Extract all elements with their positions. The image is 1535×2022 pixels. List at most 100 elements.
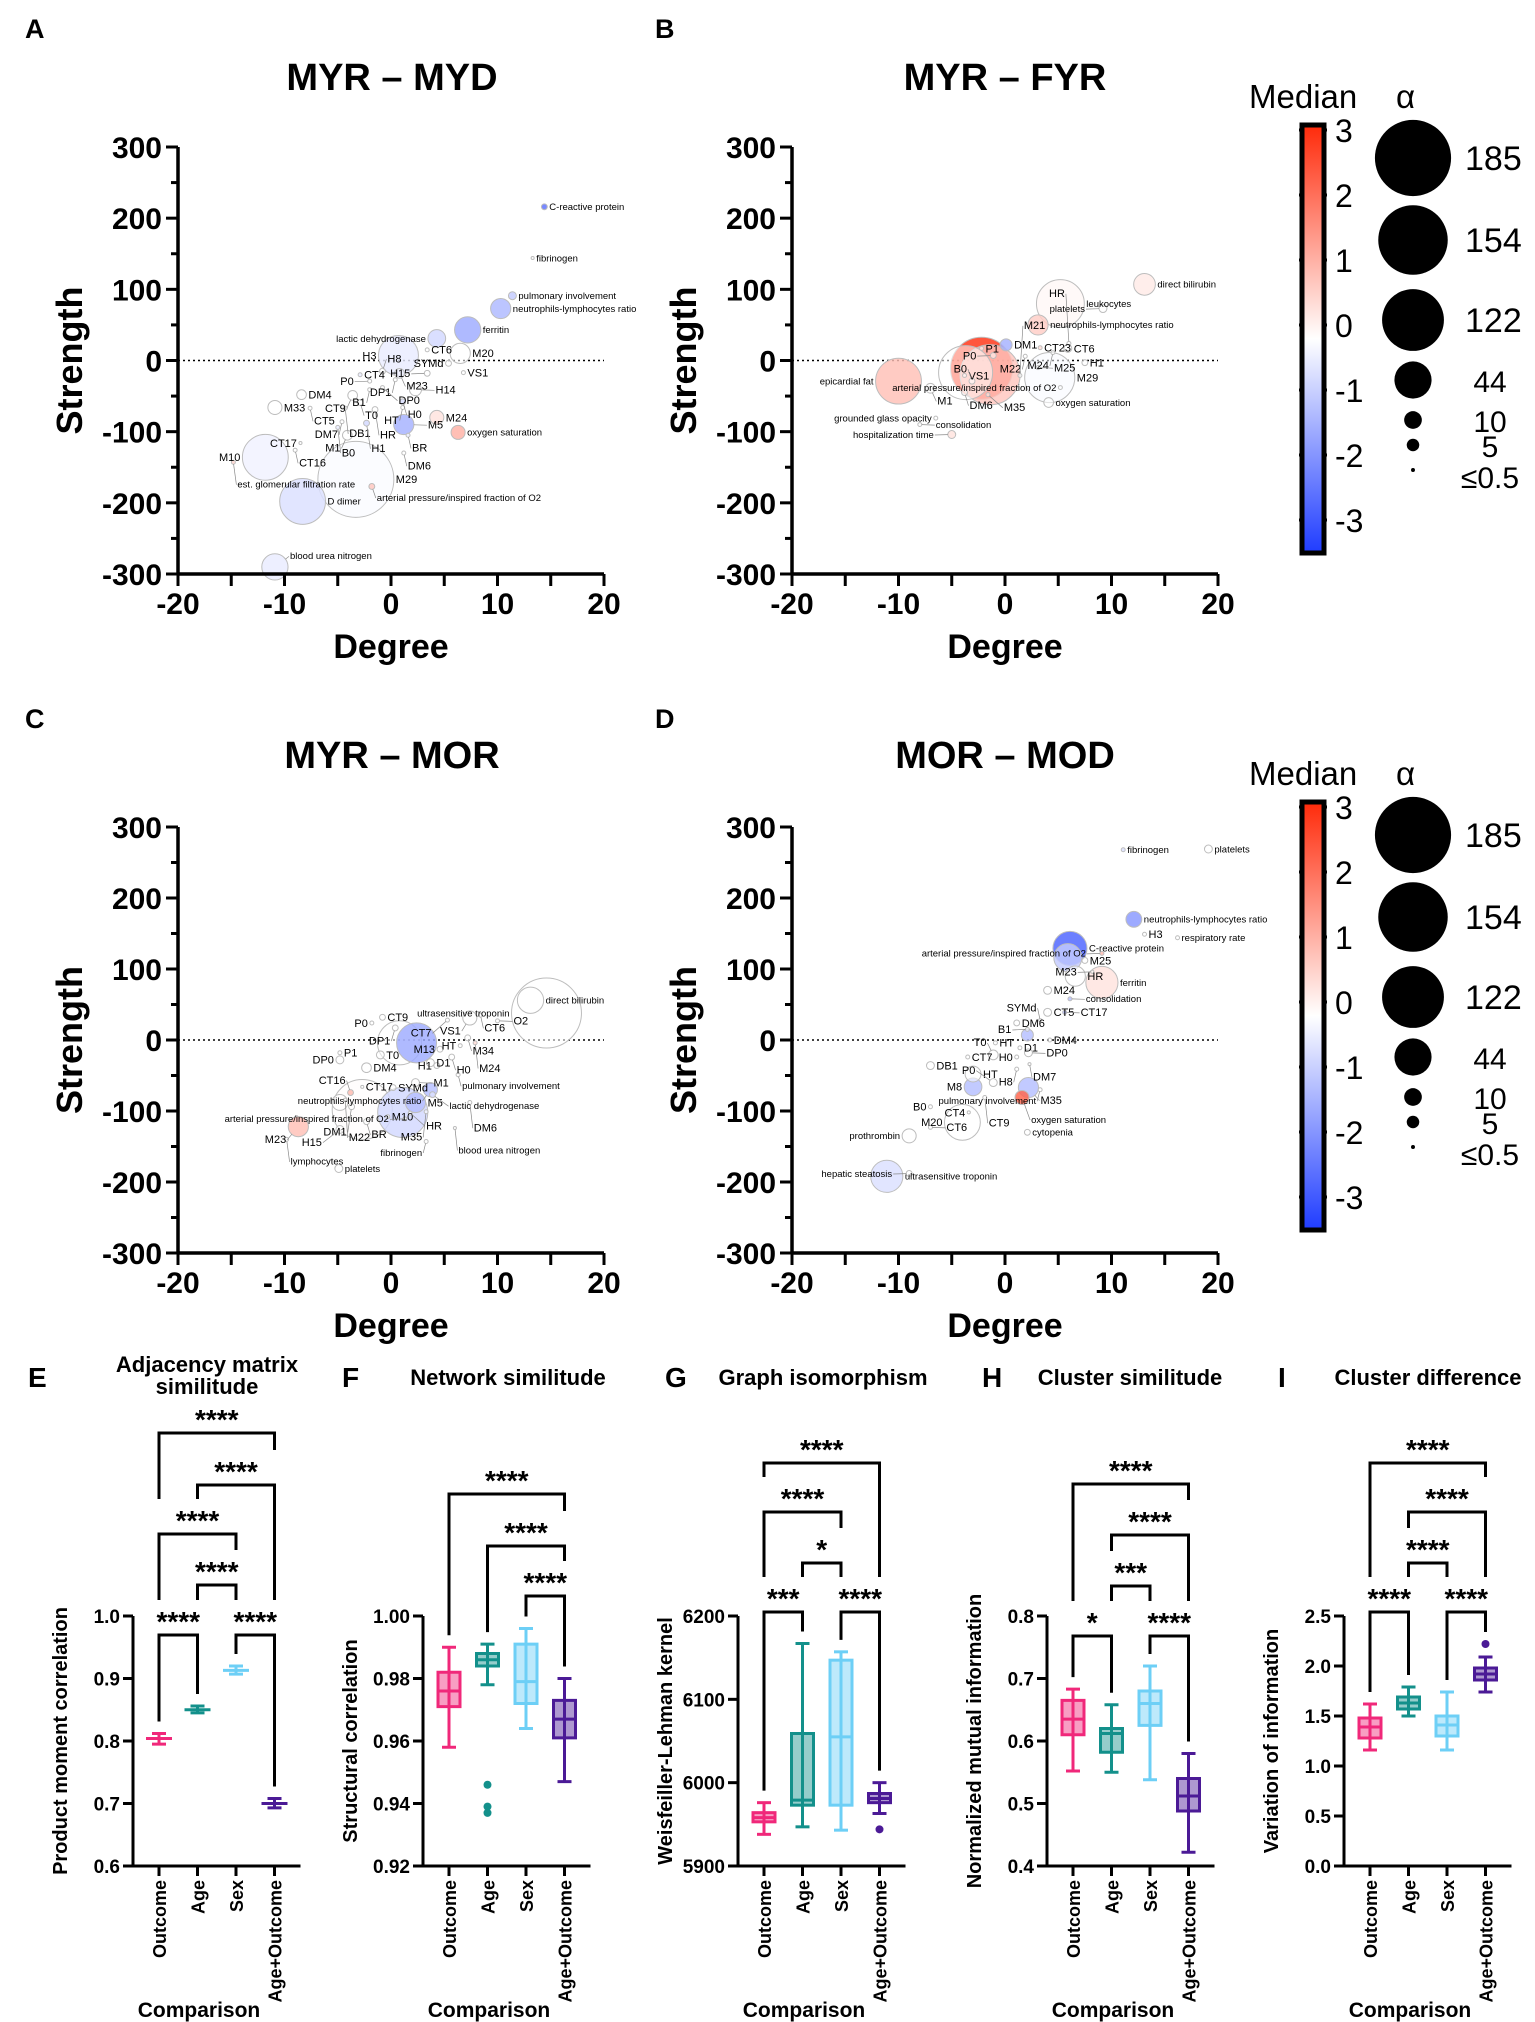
data-point (307, 405, 313, 411)
label-leader-line (1024, 1103, 1031, 1121)
y-tick-label: 1.5 (1305, 1707, 1332, 1728)
data-point (391, 1024, 399, 1032)
x-tick-label: 20 (1201, 1267, 1234, 1300)
x-axis-title: Degree (947, 1307, 1062, 1345)
point-label: respiratory rate (1182, 933, 1246, 944)
point-label: fibrinogen (380, 1148, 422, 1159)
label-leader-line (390, 1030, 395, 1042)
data-point (457, 1043, 463, 1049)
x-axis-title: Degree (333, 628, 448, 666)
point-label: DB1 (349, 428, 370, 440)
y-tick-label: 0.6 (1008, 1732, 1034, 1753)
x-tick-label: -20 (770, 1267, 813, 1300)
x-tick-label: -20 (156, 1267, 199, 1300)
point-label: SYMd (1007, 1002, 1037, 1014)
y-tick-label: 0.8 (94, 1732, 120, 1753)
group-Sex (1137, 1664, 1163, 1782)
point-label: M29 (396, 474, 417, 486)
data-point (1047, 1037, 1053, 1043)
panel-title: Cluster difference (1334, 1365, 1521, 1390)
data-point (423, 369, 431, 377)
data-point (965, 1054, 971, 1060)
point-label: ferritin (483, 325, 509, 336)
data-point (433, 1062, 441, 1069)
x-tick-label: 20 (587, 588, 620, 621)
significance-stars: * (816, 1534, 827, 1565)
significance-bracket (1071, 1634, 1113, 1693)
size-legend-circle (1404, 411, 1422, 429)
data-point (962, 372, 968, 378)
point-label: DM7 (1033, 1072, 1056, 1084)
y-tick-label: 0 (759, 1025, 776, 1058)
data-point (1043, 1007, 1053, 1017)
label-leader-line (360, 405, 365, 416)
data-point (449, 342, 471, 364)
category-label: Age+Outcome (266, 1880, 286, 2003)
point-label: DM1 (323, 1127, 346, 1139)
label-leader-line (344, 1101, 349, 1138)
point-label: DP1 (370, 387, 391, 399)
category-label: Outcome (1064, 1880, 1084, 1958)
panel-letter: F (342, 1362, 359, 1393)
point-label: M23 (406, 381, 427, 393)
significance-stars: **** (838, 1583, 882, 1614)
data-point (429, 1091, 436, 1099)
point-label: M34 (473, 1045, 494, 1057)
label-leader-line (1029, 1065, 1033, 1078)
y-tick-label: 300 (726, 812, 776, 845)
point-label: VS1 (440, 1025, 461, 1037)
data-point (1081, 359, 1089, 367)
group-Outcome (436, 1645, 462, 1749)
point-label: DP1 (369, 1035, 390, 1047)
point-label: M10 (392, 1112, 413, 1124)
x-tick-label: -10 (263, 588, 306, 621)
x-tick-label: 10 (481, 588, 514, 621)
data-point (464, 1034, 472, 1042)
panel-title: Cluster similitude (1038, 1365, 1223, 1390)
y-axis-title: Structural correlation (340, 1639, 362, 1842)
data-point (988, 1078, 998, 1088)
label-leader-line (1036, 1091, 1040, 1102)
point-label: direct bilirubin (1157, 280, 1216, 291)
significance-stars: **** (1147, 1607, 1191, 1638)
data-point (1023, 1048, 1033, 1058)
category-label: Sex (227, 1880, 247, 1912)
data-point (445, 359, 452, 367)
y-tick-label: -300 (102, 559, 162, 592)
point-label: M1 (325, 443, 340, 455)
panel-letter: A (25, 14, 45, 44)
label-leader-line (233, 464, 237, 485)
category-label: Outcome (150, 1880, 170, 1958)
significance-bracket (196, 1483, 276, 1600)
significance-bracket (1407, 1561, 1449, 1577)
data-point (968, 377, 976, 385)
data-point (411, 1078, 420, 1088)
significance-bracket (762, 1610, 804, 1791)
data-point (1037, 1087, 1043, 1093)
point-label: hepatic steatosis (821, 1169, 892, 1180)
data-point (334, 1164, 344, 1173)
data-point (367, 387, 373, 393)
point-label: CT9 (325, 403, 346, 415)
box-panel-G: G Graph isomorphism 5900 6000 6100 6200 Outcom… (655, 1362, 928, 2022)
point-label: pulmonary involvement (939, 1096, 1037, 1107)
y-tick-label: 200 (726, 883, 776, 916)
point-label: SYMd (398, 1082, 428, 1094)
size-legend-label: 10 (1473, 406, 1506, 439)
data-point (339, 419, 345, 425)
significance-stars: **** (1406, 1534, 1450, 1565)
y-tick-label: 0.5 (1305, 1807, 1332, 1828)
point-label: M25 (1054, 363, 1075, 375)
label-leader-line (411, 373, 425, 375)
y-tick-label: 0.94 (373, 1795, 410, 1816)
point-label: B1 (352, 397, 365, 409)
colorbar-tick-label: -1 (1335, 1050, 1363, 1086)
size-legend-label: 10 (1473, 1083, 1506, 1116)
label-leader-line (1037, 1008, 1041, 1019)
size-legend-label: 154 (1465, 899, 1522, 937)
size-legend-label: 122 (1465, 979, 1522, 1017)
y-tick-label: 0.4 (1008, 1857, 1035, 1878)
data-point (292, 447, 298, 453)
label-leader-line (366, 425, 371, 449)
box-panel-I: I Cluster difference 0.0 0.5 1.0 1.5 2.0 2.5 Out… (1261, 1362, 1522, 2022)
